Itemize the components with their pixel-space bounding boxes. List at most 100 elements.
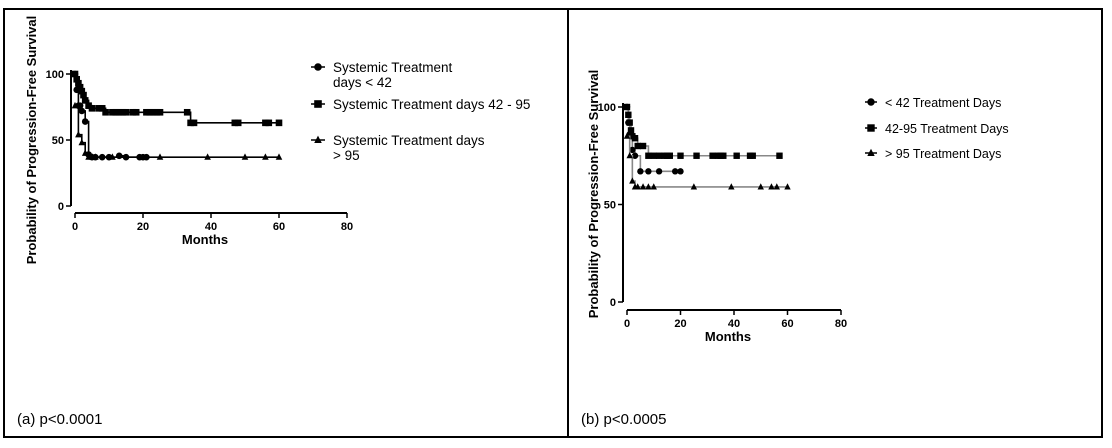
data-point — [265, 119, 273, 127]
data-point — [666, 152, 673, 159]
legend-entry-label: Systemic Treatment days 42 - 95 — [333, 97, 530, 112]
data-point — [81, 149, 89, 156]
data-point — [655, 152, 663, 159]
data-point — [92, 153, 99, 160]
x-tick-label: 60 — [273, 221, 285, 233]
data-point — [146, 108, 154, 116]
legend-entry-label: Systemic Treatment days — [333, 133, 485, 148]
x-tick-label: 0 — [72, 221, 78, 233]
legend-entry-label: days < 42 — [333, 75, 392, 90]
x-tick-label: 60 — [781, 318, 793, 330]
series-2 — [71, 70, 283, 127]
data-point — [109, 108, 116, 116]
data-point — [634, 142, 641, 150]
data-point — [749, 152, 756, 159]
panel-b-caption: (b) p<0.0005 — [581, 411, 667, 428]
data-point — [776, 152, 783, 159]
x-tick-label: 0 — [624, 318, 630, 330]
legend-entry-label: 42-95 Treatment Days — [885, 122, 1009, 136]
axes: 0 50 100 0 20 40 60 80 — [46, 69, 353, 233]
data-point — [231, 119, 239, 127]
data-point — [626, 152, 633, 159]
panel-a-caption: (a) p<0.0001 — [17, 411, 103, 428]
data-point — [773, 183, 780, 190]
data-point — [639, 183, 647, 190]
data-point — [631, 152, 639, 159]
data-point — [73, 75, 80, 83]
series-3 — [71, 101, 283, 160]
data-point — [709, 152, 716, 159]
data-point — [650, 152, 657, 159]
y-tick-label: 50 — [604, 200, 616, 212]
x-tick-label: 40 — [205, 221, 217, 233]
data-point — [76, 83, 84, 91]
data-point — [183, 108, 191, 116]
data-point — [115, 108, 123, 116]
data-point — [156, 108, 164, 116]
y-tick-label: 100 — [46, 69, 64, 81]
data-point — [768, 183, 775, 190]
data-point — [75, 130, 82, 138]
legend-entry-label: < 42 Treatment Days — [885, 96, 1001, 110]
panel-b: 0 50 100 0 20 40 60 80 Months Probability of Prog… — [569, 10, 1101, 436]
data-point — [720, 152, 727, 159]
legend-entry-label: > 95 Treatment Days — [885, 147, 1001, 161]
y-axis-label: Probability of Progression-Free Survival — [586, 70, 601, 319]
data-point — [623, 103, 631, 111]
panel-a: 0 50 100 0 20 40 60 80 Months Probability of Prog… — [5, 10, 569, 436]
data-point — [187, 119, 194, 127]
data-point — [78, 107, 86, 115]
data-point — [81, 118, 89, 125]
data-point — [149, 108, 157, 116]
legend-marker — [867, 148, 875, 156]
data-point — [275, 119, 283, 127]
data-point — [153, 108, 160, 116]
x-tick-label: 20 — [137, 221, 149, 233]
legend-entry-label: Systemic Treatment — [333, 60, 453, 75]
legend: < 42 Treatment Days 42-95 Treatment Days >… — [865, 96, 1009, 161]
data-point — [645, 168, 652, 175]
y-axis-label: Probability of Progression-Free Survival — [24, 16, 39, 265]
data-point — [88, 105, 96, 112]
data-point — [627, 127, 635, 134]
y-tick-label: 0 — [610, 297, 616, 309]
data-point — [241, 153, 249, 160]
series-line — [627, 106, 780, 157]
y-tick-label: 50 — [52, 135, 64, 147]
legend-marker — [867, 98, 875, 106]
y-tick-label: 100 — [598, 102, 616, 114]
data-point — [122, 108, 130, 116]
x-axis-label: Months — [705, 329, 751, 344]
data-point — [275, 153, 283, 160]
legend-marker — [867, 124, 875, 132]
data-point — [631, 135, 639, 142]
chart-b: 0 50 100 0 20 40 60 80 Months Probability of Prog… — [586, 70, 1009, 344]
data-point — [119, 108, 126, 116]
data-point — [733, 152, 740, 159]
data-point — [677, 152, 684, 159]
data-point — [80, 91, 87, 99]
data-point — [262, 119, 269, 127]
data-point — [650, 183, 657, 190]
axes: 0 50 100 0 20 40 60 80 — [598, 102, 847, 330]
data-point — [234, 119, 242, 127]
x-tick-label: 40 — [728, 318, 740, 330]
data-point — [190, 119, 198, 127]
data-point — [98, 105, 106, 112]
data-point — [757, 183, 764, 190]
data-point — [71, 70, 79, 78]
legend-marker — [314, 63, 322, 71]
legend-marker — [314, 135, 322, 144]
data-point — [132, 108, 140, 116]
data-point — [626, 119, 633, 126]
data-point — [85, 102, 92, 109]
series-line — [627, 135, 788, 188]
x-tick-label: 80 — [341, 221, 353, 233]
data-point — [262, 153, 269, 160]
data-point — [634, 183, 641, 190]
series-2 — [623, 103, 783, 159]
data-point — [655, 168, 663, 175]
data-point — [78, 138, 86, 146]
data-point — [102, 108, 109, 116]
